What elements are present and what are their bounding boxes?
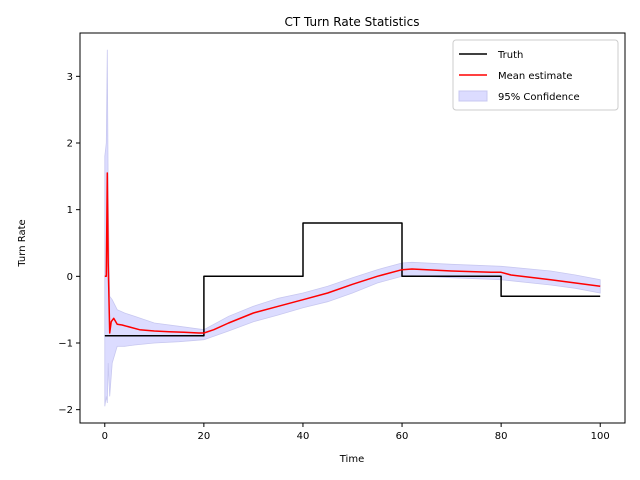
x-axis-label: Time [339,454,364,465]
x-tick-label: 80 [495,431,508,442]
legend-mean-label: Mean estimate [498,71,572,82]
legend-confidence-label: 95% Confidence [498,92,580,103]
y-tick-label: 3 [67,72,73,83]
legend-truth-label: Truth [497,50,523,61]
y-axis-label: Turn Rate [17,219,28,267]
truth-line [104,222,601,337]
axes-frame [79,32,626,424]
y-tick-label: 2 [67,139,73,150]
legend: Truth Mean estimate 95% Confidence [452,39,619,111]
confidence-band-layer [104,49,601,407]
x-tick-label: 40 [297,431,310,442]
y-tick-label: 1 [67,205,73,216]
tick-layer: 0 20 40 60 80 100 −2 −1 0 1 2 3 [58,72,610,442]
x-tick-label: 60 [396,431,409,442]
y-tick-label: −2 [58,405,73,416]
x-tick-label: 100 [591,431,610,442]
y-tick-label: −1 [58,339,73,350]
x-tick-label: 0 [102,431,108,442]
y-tick-label: 0 [67,272,73,283]
line-layer [104,172,601,337]
x-tick-label: 20 [197,431,210,442]
confidence-band [104,49,601,407]
legend-confidence-swatch [458,90,488,102]
mean-estimate-line [104,172,601,334]
legend-box [452,39,619,111]
chart-title: CT Turn Rate Statistics [285,15,420,29]
